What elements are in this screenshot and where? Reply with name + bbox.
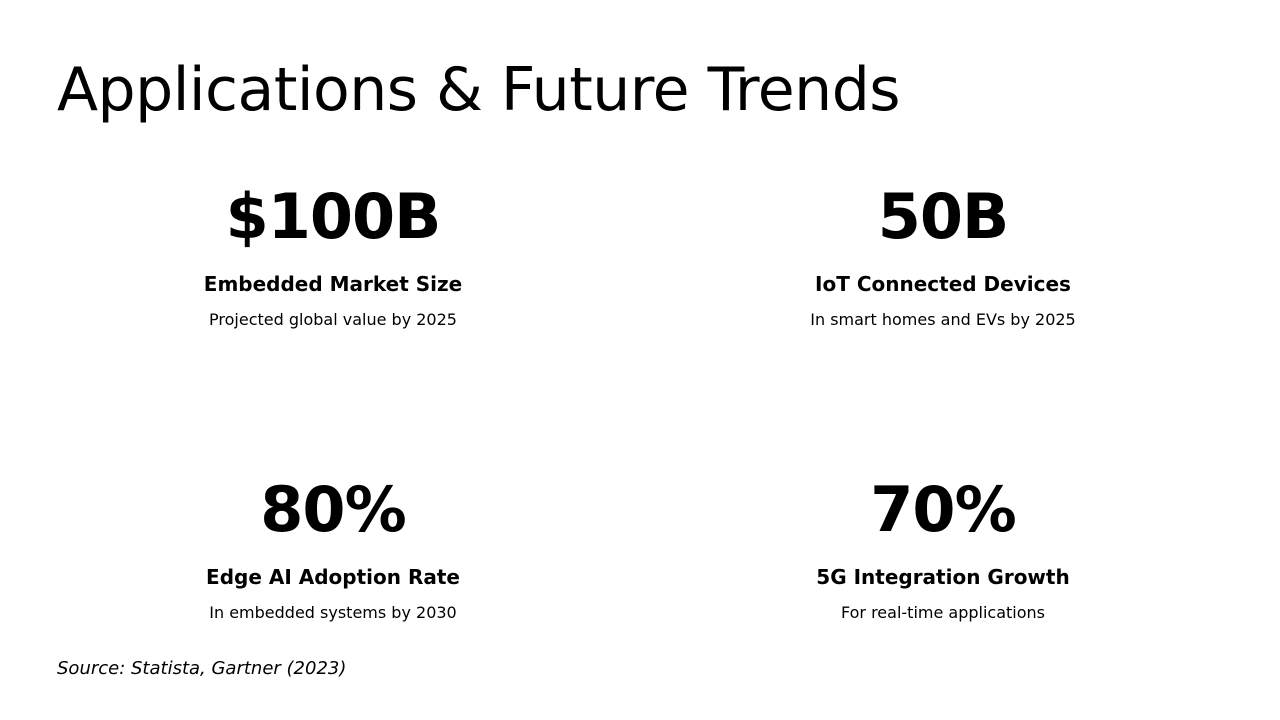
stat-edge-ai-adoption-rate: 80% Edge AI Adoption Rate In embedded sy… — [73, 475, 593, 624]
stat-label: Edge AI Adoption Rate — [206, 565, 460, 589]
stat-label: 5G Integration Growth — [816, 565, 1070, 589]
stat-value: 70% — [870, 473, 1016, 546]
stat-5g-integration-growth: 70% 5G Integration Growth For real-time … — [683, 475, 1203, 624]
stat-iot-connected-devices: 50B IoT Connected Devices In smart homes… — [683, 182, 1203, 331]
stat-description: In smart homes and EVs by 2025 — [810, 310, 1076, 329]
stat-value: 50B — [877, 180, 1010, 253]
source-citation: Source: Statista, Gartner (2023) — [57, 658, 347, 679]
stat-label: IoT Connected Devices — [815, 272, 1071, 296]
stat-label: Embedded Market Size — [203, 272, 463, 296]
stat-description: In embedded systems by 2030 — [209, 603, 457, 622]
stat-embedded-market-size: $100B Embedded Market Size Projected glo… — [73, 182, 593, 331]
slide-title: Applications & Future Trends — [57, 55, 901, 125]
stat-description: Projected global value by 2025 — [209, 310, 457, 329]
stat-value: $100B — [225, 180, 442, 253]
stat-value: 80% — [260, 473, 406, 546]
stat-description: For real-time applications — [840, 603, 1045, 622]
